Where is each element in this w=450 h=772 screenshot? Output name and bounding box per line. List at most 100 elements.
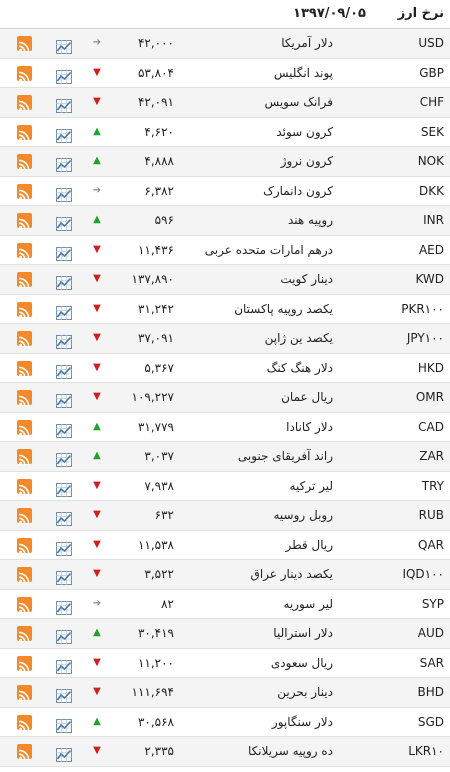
currency-price: ۳,۵۲۲	[144, 567, 174, 581]
rss-feed-icon[interactable]	[17, 567, 32, 584]
chart-icon[interactable]	[56, 685, 72, 703]
chart-icon[interactable]	[56, 361, 72, 379]
arrow-up-icon: ▲	[93, 214, 101, 225]
arrow-down-icon: ▼	[93, 302, 101, 314]
rss-feed-icon[interactable]	[17, 419, 32, 436]
currency-name: ریال سعودی	[270, 655, 333, 670]
table-row: INR روپیه هند ۵۹۶ ▲	[0, 206, 450, 236]
currency-price: ۶۳۲	[154, 508, 174, 522]
rss-feed-icon[interactable]	[17, 36, 32, 53]
rss-feed-icon[interactable]	[17, 714, 32, 731]
chart-icon[interactable]	[56, 479, 72, 497]
currency-code: SEK	[420, 124, 444, 139]
table-row: SGD دلار سنگاپور ۳۰,۵۶۸ ▲	[0, 708, 450, 737]
arrow-up-icon: ▲	[93, 155, 101, 166]
rss-feed-icon[interactable]	[17, 272, 32, 289]
currency-name: راند آفریقای جنوبی	[237, 449, 333, 463]
arrow-down-icon: ▼	[93, 745, 101, 756]
rss-feed-icon[interactable]	[17, 213, 32, 230]
rss-feed-icon[interactable]	[17, 65, 32, 82]
rss-feed-icon[interactable]	[17, 508, 32, 525]
table-row: CAD دلار کانادا ۳۱,۷۷۹ ▲	[0, 413, 450, 442]
rss-feed-icon[interactable]	[17, 124, 32, 141]
currency-code: SGD	[417, 714, 444, 729]
currency-code: NOK	[417, 154, 444, 168]
currency-code: USD	[418, 36, 444, 50]
chart-icon[interactable]	[56, 213, 72, 231]
currency-name: یکصد دینار عراق	[250, 567, 333, 581]
currency-price: ۴۲,۰۰۰	[137, 36, 174, 50]
chart-icon[interactable]	[56, 715, 72, 733]
table-header: نرخ ارز ۱۳۹۷/۰۹/۰۵	[0, 0, 450, 29]
rss-feed-icon[interactable]	[17, 183, 32, 200]
currency-code: GBP	[419, 65, 444, 80]
currency-code: OMR	[415, 390, 444, 404]
table-row: SEK کرون سوئد ۴,۶۲۰ ▲	[0, 118, 450, 147]
arrow-right-icon: ➔	[92, 37, 102, 48]
rss-feed-icon[interactable]	[17, 95, 32, 112]
currency-price: ۱۱,۴۳۶	[137, 242, 174, 257]
chart-icon[interactable]	[56, 95, 72, 113]
rss-feed-icon[interactable]	[17, 596, 32, 613]
currency-name: دلار هنگ کنگ	[266, 360, 333, 375]
currency-price: ۲,۳۳۵	[144, 744, 174, 758]
chart-icon[interactable]	[56, 538, 72, 556]
currency-name: دلار استرالیا	[273, 626, 333, 640]
rss-feed-icon[interactable]	[17, 331, 32, 348]
chart-icon[interactable]	[56, 390, 72, 408]
rss-feed-icon[interactable]	[17, 301, 32, 318]
chart-icon[interactable]	[56, 508, 72, 526]
chart-icon[interactable]	[56, 567, 72, 585]
rss-feed-icon[interactable]	[17, 626, 32, 643]
rss-feed-icon[interactable]	[17, 537, 32, 554]
table-row: ZAR راند آفریقای جنوبی ۳,۰۳۷ ▲	[0, 442, 450, 472]
table-row: RUB روبل روسیه ۶۳۲ ▼	[0, 501, 450, 531]
arrow-up-icon: ▲	[93, 420, 101, 432]
chart-icon[interactable]	[56, 331, 72, 349]
table-row: LKR۱۰ ده روپیه سریلانکا ۲,۳۳۵ ▼	[0, 737, 450, 767]
currency-code: CHF	[419, 95, 444, 109]
rss-feed-icon[interactable]	[17, 449, 32, 466]
chart-icon[interactable]	[56, 36, 72, 54]
currency-code: RUB	[418, 508, 444, 522]
chart-icon[interactable]	[56, 420, 72, 438]
chart-icon[interactable]	[56, 66, 72, 84]
rates-date: ۱۳۹۷/۰۹/۰۵	[293, 6, 366, 21]
currency-price: ۳,۰۳۷	[144, 449, 174, 463]
rss-feed-icon[interactable]	[17, 242, 32, 259]
currency-name: دینار کویت	[280, 272, 333, 286]
rss-feed-icon[interactable]	[17, 390, 32, 407]
rss-feed-icon[interactable]	[17, 655, 32, 672]
chart-icon[interactable]	[56, 154, 72, 172]
arrow-down-icon: ▼	[93, 66, 101, 78]
currency-price: ۵۳,۸۰۴	[137, 65, 174, 80]
chart-icon[interactable]	[56, 243, 72, 261]
rss-feed-icon[interactable]	[17, 478, 32, 495]
rss-feed-icon[interactable]	[17, 744, 32, 761]
chart-icon[interactable]	[56, 744, 72, 762]
currency-name: کرون دانمارک	[263, 183, 333, 198]
chart-icon[interactable]	[56, 656, 72, 674]
table-title: نرخ ارز	[397, 6, 444, 21]
chart-icon[interactable]	[56, 302, 72, 320]
chart-icon[interactable]	[56, 272, 72, 290]
chart-icon[interactable]	[56, 125, 72, 143]
currency-name: دلار سنگاپور	[271, 714, 333, 729]
chart-icon[interactable]	[56, 184, 72, 202]
arrow-up-icon: ▲	[93, 715, 101, 727]
rss-feed-icon[interactable]	[17, 154, 32, 171]
currency-name: فرانک سویس	[264, 95, 333, 109]
rss-feed-icon[interactable]	[17, 685, 32, 702]
currency-name: لیر سوریه	[283, 596, 333, 611]
chart-icon[interactable]	[56, 449, 72, 467]
table-row: IQD۱۰۰ یکصد دینار عراق ۳,۵۲۲ ▼	[0, 560, 450, 590]
currency-name: درهم امارات متحده عربی	[204, 242, 333, 257]
chart-icon[interactable]	[56, 626, 72, 644]
chart-icon[interactable]	[56, 597, 72, 615]
currency-name: دلار آمریکا	[281, 36, 333, 50]
currency-code: KWD	[415, 272, 444, 286]
rss-feed-icon[interactable]	[17, 360, 32, 377]
currency-price: ۸۲	[161, 596, 174, 611]
table-row: USD دلار آمریکا ۴۲,۰۰۰ ➔	[0, 29, 450, 59]
